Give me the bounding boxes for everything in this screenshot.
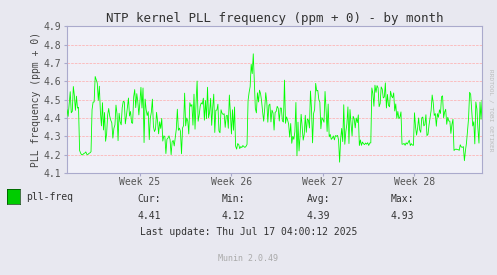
Text: Min:: Min: bbox=[222, 194, 246, 204]
Text: Cur:: Cur: bbox=[137, 194, 161, 204]
Text: RRDTOOL / TOBI OETIKER: RRDTOOL / TOBI OETIKER bbox=[488, 69, 493, 151]
Text: 4.12: 4.12 bbox=[222, 211, 246, 221]
Text: 4.41: 4.41 bbox=[137, 211, 161, 221]
Text: Munin 2.0.49: Munin 2.0.49 bbox=[219, 254, 278, 263]
Title: NTP kernel PLL frequency (ppm + 0) - by month: NTP kernel PLL frequency (ppm + 0) - by … bbox=[106, 12, 443, 25]
Text: Max:: Max: bbox=[391, 194, 414, 204]
Text: pll-freq: pll-freq bbox=[26, 192, 73, 202]
Y-axis label: PLL frequency (ppm + 0): PLL frequency (ppm + 0) bbox=[31, 32, 41, 167]
Text: 4.39: 4.39 bbox=[306, 211, 330, 221]
Text: 4.93: 4.93 bbox=[391, 211, 414, 221]
Text: Avg:: Avg: bbox=[306, 194, 330, 204]
Text: Last update: Thu Jul 17 04:00:12 2025: Last update: Thu Jul 17 04:00:12 2025 bbox=[140, 227, 357, 237]
